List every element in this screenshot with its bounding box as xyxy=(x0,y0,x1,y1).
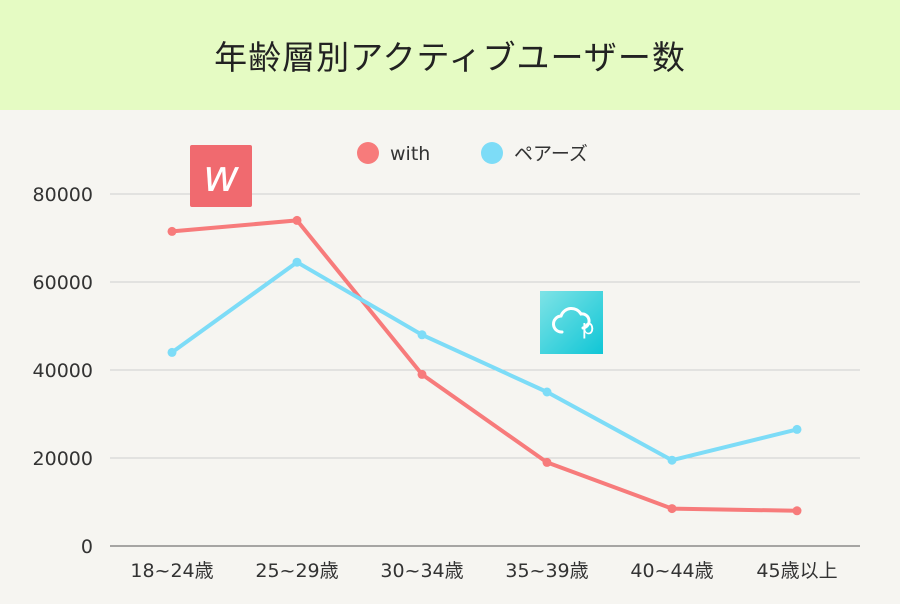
legend-label: with xyxy=(390,143,430,165)
x-tick-label: 40~44歳 xyxy=(630,560,713,582)
pairs-logo: p xyxy=(540,291,603,354)
chart-title: 年齢層別アクティブユーザー数 xyxy=(214,38,686,77)
data-point xyxy=(542,457,552,467)
legend-marker xyxy=(481,142,503,164)
data-point xyxy=(792,424,802,434)
y-tick-label: 20000 xyxy=(33,448,93,470)
pairs-logo-glyph: p xyxy=(582,315,595,339)
with-logo: w xyxy=(190,145,252,207)
title-bar: 年齢層別アクティブユーザー数 xyxy=(0,0,900,110)
x-tick-label: 30~34歳 xyxy=(380,560,463,582)
data-point xyxy=(417,369,427,379)
x-tick-label: 25~29歳 xyxy=(255,560,338,582)
data-point xyxy=(667,504,677,514)
x-tick-label: 35~39歳 xyxy=(505,560,588,582)
data-point xyxy=(167,347,177,357)
legend-label: ペアーズ xyxy=(514,143,588,165)
series-points xyxy=(167,215,802,516)
series-line xyxy=(170,218,799,513)
y-tick-label: 40000 xyxy=(33,360,93,382)
data-point xyxy=(792,506,802,516)
data-point xyxy=(667,455,677,465)
x-axis-ticks: 18~24歳 25~29歳 30~34歳 35~39歳 40~44歳 45歳以上 xyxy=(130,560,837,582)
data-point xyxy=(542,387,552,397)
line-chart: 0 20000 40000 60000 80000 18~24歳 25~29歳 30~34歳… xyxy=(33,142,860,582)
x-tick-label: 45歳以上 xyxy=(756,560,837,582)
y-tick-label: 0 xyxy=(81,536,93,558)
series-line xyxy=(170,260,799,463)
chart-area: 0 20000 40000 60000 80000 18~24歳 25~29歳 30~34歳… xyxy=(0,110,900,600)
x-tick-label: 18~24歳 xyxy=(130,560,213,582)
data-point xyxy=(292,215,302,225)
y-axis-ticks: 0 20000 40000 60000 80000 xyxy=(33,184,93,558)
legend-marker xyxy=(357,142,379,164)
data-point xyxy=(167,226,177,236)
y-tick-label: 80000 xyxy=(33,184,93,206)
with-logo-glyph: w xyxy=(203,151,240,202)
data-point xyxy=(292,257,302,267)
y-tick-label: 60000 xyxy=(33,272,93,294)
data-point xyxy=(417,330,427,340)
series-lines xyxy=(170,218,799,513)
legend: with ペアーズ xyxy=(357,142,588,165)
